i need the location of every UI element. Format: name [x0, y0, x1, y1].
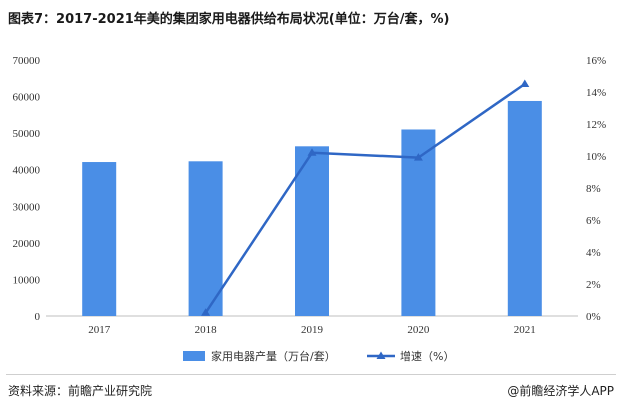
y-right-tick-label: 0%	[586, 311, 601, 323]
x-tick-label: 2020	[407, 324, 430, 336]
y-right-tick-label: 8%	[586, 183, 601, 195]
y-left-tick-label: 40000	[13, 165, 41, 177]
growth-point-2021	[520, 79, 530, 87]
legend-line-marker	[376, 351, 386, 359]
chart-title: 图表7：2017-2021年美的集团家用电器供给布局状况(单位：万台/套，%)	[8, 12, 450, 27]
bar-2018	[188, 161, 223, 316]
brand-credit: @前瞻经济学人APP	[507, 384, 614, 398]
y-left-tick-label: 0	[35, 311, 41, 323]
bars-layer	[82, 100, 542, 317]
y-right-tick-label: 2%	[586, 279, 601, 291]
legend: 家用电器产量（万台/套） 增速（%）	[183, 349, 454, 363]
source-note: 资料来源：前瞻产业研究院	[8, 384, 153, 398]
legend-bar-label: 家用电器产量（万台/套）	[211, 349, 336, 363]
y-left-tick-label: 60000	[13, 92, 41, 104]
growth-line	[204, 82, 526, 314]
y-left-tick-label: 50000	[13, 128, 41, 140]
growth-point-2019	[307, 148, 317, 156]
x-tick-label: 2019	[301, 324, 324, 336]
axes-layer: 0 10000 20000 30000 40000 50000 60000 70000 0% 2%…	[13, 55, 607, 336]
y-left-tick-label: 30000	[13, 201, 41, 213]
y-left-tick-label: 70000	[13, 55, 41, 67]
y-right-tick-label: 12%	[586, 119, 606, 131]
growth-point-2018	[201, 308, 211, 316]
legend-line-label: 增速（%）	[400, 349, 454, 363]
y-left-tick-label: 10000	[13, 274, 41, 286]
y-right-tick-label: 4%	[586, 247, 601, 259]
x-tick-label: 2018	[195, 324, 218, 336]
bar-2019	[295, 146, 329, 316]
x-tick-label: 2017	[88, 324, 111, 336]
y-right-tick-label: 6%	[586, 215, 601, 227]
x-tick-label: 2021	[514, 324, 536, 336]
bar-2021	[507, 100, 542, 317]
y-left-tick-label: 20000	[13, 238, 41, 250]
footer-divider	[6, 374, 616, 375]
y-right-tick-label: 10%	[586, 151, 606, 163]
y-right-tick-label: 16%	[586, 55, 606, 67]
y-right-tick-label: 14%	[586, 87, 606, 99]
bar-2017	[82, 162, 117, 316]
footer: 资料来源：前瞻产业研究院 @前瞻经济学人APP	[0, 370, 622, 410]
growth-point-2020	[413, 153, 423, 161]
line-layer	[201, 79, 530, 316]
legend-bar-swatch	[183, 351, 205, 361]
